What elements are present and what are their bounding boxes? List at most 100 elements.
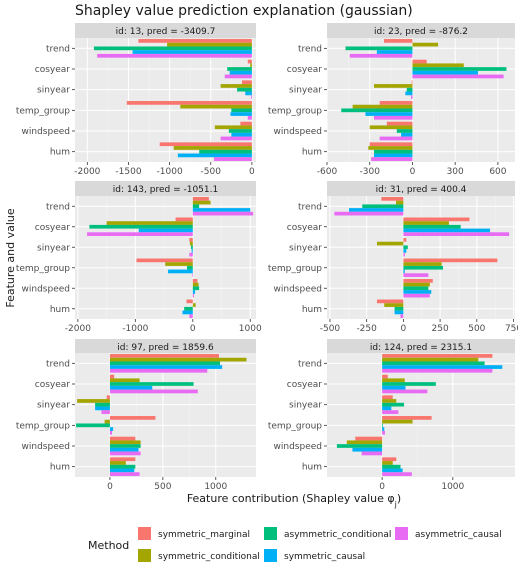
facet-strip [75,339,256,354]
bar-asymmetric_conditional-hum [184,306,193,311]
bar-symmetric_causal-trend [376,50,413,54]
x-tick-label: -250 [356,324,377,334]
x-tick-label: 0 [190,324,196,334]
legend-title: Method [88,539,129,552]
bar-symmetric_causal-hum [382,468,403,473]
bar-symmetric_causal-hum [374,153,413,158]
bar-asymmetric_conditional-cosyear [403,224,461,229]
x-axis-label-sub: j [394,500,397,509]
bar-asymmetric_conditional-hum [199,149,252,154]
bar-asymmetric_causal-sinyear [382,410,399,414]
bar-asymmetric_conditional-sinyear [191,245,193,250]
bar-asymmetric_causal-windspeed [192,293,194,298]
bar-asymmetric_conditional-windspeed [403,286,429,291]
bar-symmetric_conditional-trend [109,357,247,362]
bar-symmetric_causal-sinyear [245,91,252,96]
y-tick-label-cosyear: cosyear [287,65,323,75]
panel-background [75,353,256,477]
bar-asymmetric_conditional-sinyear [95,402,110,407]
bar-symmetric_marginal-sinyear [242,80,252,85]
bar-asymmetric_causal-hum [400,314,404,318]
bar-symmetric_conditional-windspeed [109,440,141,445]
y-tick-label-sinyear: sinyear [289,86,322,96]
bar-symmetric_causal-windspeed [401,132,413,137]
bar-symmetric_marginal-sinyear [411,80,413,85]
y-axis-label: Feature and value [4,208,17,308]
bar-symmetric_conditional-cosyear [382,378,405,383]
bar-symmetric_conditional-hum [173,146,252,150]
bar-symmetric_marginal-temp_group [403,258,498,263]
bar-symmetric_conditional-temp_group [382,419,413,424]
bar-symmetric_causal-windspeed [352,447,383,452]
panel-4: id: 31, pred = 400.4 -500 -250 0 250 500 750 tr… [268,181,518,334]
y-tick-label-cosyear: cosyear [35,380,71,390]
bar-symmetric_causal-temp_group [168,269,193,274]
facet-strip-label: id: 124, pred = 2315.1 [370,343,472,353]
bar-asymmetric_conditional-temp_group [382,423,383,428]
y-tick-label-temp_group: temp_group [268,264,322,274]
bar-asymmetric_causal-trend [192,211,254,216]
x-tick-label: 1000 [204,482,227,492]
bar-asymmetric_conditional-windspeed [192,286,200,291]
bar-symmetric_causal-cosyear [403,228,491,233]
legend: Method symmetric_marginal asymmetric_cond… [88,527,502,562]
x-tick-label: -300 [360,167,381,177]
bar-symmetric_marginal-sinyear [382,395,393,400]
panel-2: id: 23, pred = -876.2 -600 -300 0 300 600 tren… [268,23,515,177]
bar-symmetric_marginal-hum [159,142,252,147]
bar-asymmetric_causal-sinyear [411,95,413,99]
bar-symmetric_marginal-trend [109,354,219,358]
x-tick-label: -600 [317,167,338,177]
y-tick-label-hum: hum [302,463,322,473]
panel-6: id: 124, pred = 2315.1 0 1000 trend cosyear s… [268,339,515,492]
bar-symmetric_marginal-sinyear [189,238,193,242]
y-tick-label-hum: hum [302,148,322,158]
panel-5: id: 97, pred = 1859.6 0 500 1000 trend cosyea… [16,339,256,492]
x-tick-label: 0 [107,482,113,492]
x-tick-label: 300 [447,167,464,177]
bar-symmetric_causal-cosyear [229,70,252,75]
bar-symmetric_marginal-temp_group [382,416,432,420]
bar-asymmetric_conditional-cosyear [227,67,252,71]
bar-symmetric_marginal-cosyear [247,59,252,64]
bar-symmetric_causal-trend [132,50,252,54]
panel-background [75,196,256,319]
x-tick-label: 0 [410,167,416,177]
x-tick-label: 500 [468,324,485,334]
facet-strip [327,339,515,354]
panel-background [327,353,515,477]
bar-symmetric_causal-windspeed [192,290,196,294]
bar-symmetric_marginal-windspeed [192,279,198,283]
bar-symmetric_marginal-windspeed [240,121,252,126]
bar-asymmetric_conditional-trend [382,361,485,366]
bar-asymmetric_conditional-cosyear [89,224,193,229]
bar-asymmetric_causal-windspeed [403,293,430,298]
x-tick-label: 600 [489,167,506,177]
bar-asymmetric_conditional-temp_group [403,265,444,270]
bar-asymmetric_causal-hum [214,157,252,161]
bar-asymmetric_causal-cosyear [224,74,252,79]
bar-symmetric_conditional-cosyear [250,63,252,68]
bar-symmetric_marginal-windspeed [403,279,433,283]
y-tick-label-windspeed: windspeed [274,442,322,452]
panel-background [75,38,256,162]
facet-strip-label: id: 97, pred = 1859.6 [117,343,214,353]
y-tick-label-sinyear: sinyear [37,243,70,253]
bar-symmetric_conditional-windspeed [214,125,252,130]
bar-asymmetric_causal-cosyear [382,389,428,394]
facet-strip-label: id: 13, pred = -3409.7 [116,27,216,37]
bar-asymmetric_causal-cosyear [403,232,510,236]
bar-symmetric_conditional-hum [368,146,413,150]
bar-asymmetric_causal-sinyear [403,252,405,257]
x-tick-label: -1000 [122,324,148,334]
bar-asymmetric_conditional-cosyear [382,382,436,386]
y-tick-label-windspeed: windspeed [22,442,70,452]
bar-symmetric_conditional-windspeed [192,282,199,287]
legend-label-asymmetric_conditional: asymmetric_conditional [284,530,391,540]
bar-symmetric_causal-temp_group [382,427,385,431]
bar-symmetric_conditional-hum [109,461,126,465]
bar-asymmetric_conditional-trend [109,361,221,366]
x-tick-label: 0 [249,167,255,177]
y-tick-label-trend: trend [46,359,70,369]
y-tick-label-hum: hum [302,305,322,315]
